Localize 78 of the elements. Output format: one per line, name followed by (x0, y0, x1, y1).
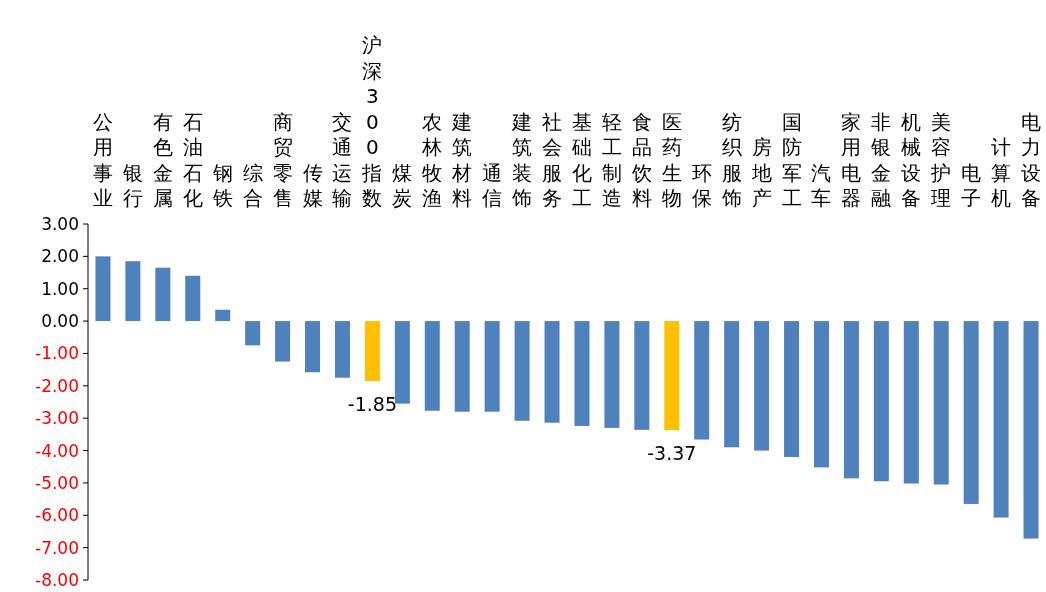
y-tick-label: -5.00 (35, 472, 79, 493)
y-tick-label: -1.00 (35, 343, 79, 364)
bar (305, 321, 321, 373)
bar (1023, 321, 1039, 539)
y-tick-label: -4.00 (35, 440, 79, 461)
bar (784, 321, 800, 458)
x-tick-label: 石油石化 (182, 109, 203, 210)
bar (694, 321, 710, 440)
bar (245, 321, 261, 346)
x-tick-label: 沪深300指数 (361, 33, 383, 210)
bar (95, 256, 111, 322)
x-tick-label: 计算机 (991, 135, 1012, 210)
bar (843, 321, 859, 479)
bar (544, 321, 560, 423)
x-tick-label: 环保 (691, 160, 712, 210)
y-tick-label: 1.00 (41, 278, 79, 299)
bar (484, 321, 500, 412)
y-tick-label: 3.00 (41, 214, 79, 234)
x-tick-label: 纺织服饰 (720, 109, 742, 210)
bar (185, 275, 201, 322)
y-tick-label: -8.00 (35, 570, 79, 590)
x-tick-label: 社会服务 (542, 109, 563, 210)
bar (394, 321, 410, 404)
bar (215, 309, 231, 322)
bar (813, 321, 829, 468)
bar (604, 321, 620, 428)
x-tick-label: 商贸零售 (272, 109, 293, 210)
bar (125, 261, 141, 322)
x-tick-label: 农林牧渔 (421, 109, 443, 210)
y-tick-label: -3.00 (35, 408, 79, 429)
bar (275, 321, 291, 362)
bar (514, 321, 530, 421)
x-tick-label: 电子 (961, 160, 982, 210)
x-tick-label: 医药生物 (661, 109, 682, 210)
x-tick-label: 交通运输 (332, 109, 353, 210)
x-tick-label: 煤炭 (392, 160, 413, 210)
bar (993, 321, 1009, 518)
data-label: -1.85 (347, 392, 397, 415)
bar (664, 321, 680, 431)
bar (724, 321, 740, 448)
x-tick-label: 美容护理 (930, 109, 952, 210)
y-tick-label: 2.00 (41, 246, 79, 267)
x-tick-label: 综合 (242, 160, 263, 210)
bar (334, 321, 350, 378)
bar (364, 321, 380, 381)
x-tick-label: 传媒 (302, 160, 323, 210)
x-tick-label: 食品饮料 (630, 109, 652, 210)
x-tick-label: 建筑装饰 (511, 109, 533, 210)
bar (933, 321, 949, 485)
bar (574, 321, 590, 426)
x-tick-label: 建筑材料 (451, 109, 473, 210)
x-tick-label: 公用事业 (92, 109, 113, 210)
y-tick-label: -6.00 (35, 505, 79, 526)
bar (155, 267, 171, 322)
bar (454, 321, 470, 412)
x-tick-label: 钢铁 (211, 160, 233, 210)
x-tick-label: 有色金属 (152, 109, 173, 210)
x-tick-label: 轻工制造 (601, 109, 622, 210)
y-tick-label: -2.00 (35, 375, 79, 396)
x-tick-label: 机械设备 (901, 109, 922, 210)
bar (754, 321, 770, 451)
y-tick-label: -7.00 (35, 537, 79, 558)
x-tick-label: 房地产 (750, 135, 772, 210)
bar (634, 321, 650, 430)
bar (903, 321, 919, 484)
x-tick-label: 银行 (121, 160, 143, 210)
x-tick-label: 国防军工 (781, 109, 802, 210)
x-tick-label: 基础化工 (570, 109, 592, 210)
x-tick-label: 通信 (482, 160, 503, 210)
x-tick-label: 非银金融 (870, 109, 892, 210)
bar (963, 321, 979, 504)
x-tick-label: 电力设备 (1021, 109, 1042, 210)
x-tick-label: 汽车 (811, 160, 832, 210)
x-tick-label: 家用电器 (841, 109, 862, 210)
bar (873, 321, 889, 482)
data-label: -3.37 (647, 442, 697, 465)
y-tick-label: 0.00 (41, 311, 79, 332)
bar (424, 321, 440, 411)
